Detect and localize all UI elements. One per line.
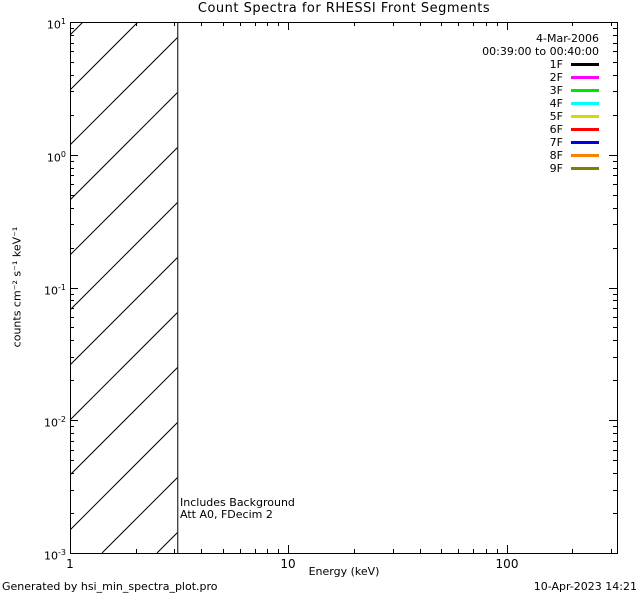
legend-color-line xyxy=(571,63,599,66)
legend-item-7f: 7F xyxy=(482,136,599,149)
legend-label: 9F xyxy=(549,162,563,175)
legend-label: 5F xyxy=(549,110,563,123)
legend-color-line xyxy=(571,167,599,170)
legend-color-line xyxy=(571,128,599,131)
legend-item-9f: 9F xyxy=(482,162,599,175)
y-tick-label: 10-3 xyxy=(44,548,66,563)
legend-label: 3F xyxy=(549,84,563,97)
legend-color-line xyxy=(571,76,599,79)
legend-item-5f: 5F xyxy=(482,110,599,123)
legend-item-2f: 2F xyxy=(482,71,599,84)
x-tick-label: 1 xyxy=(66,557,74,571)
legend-item-1f: 1F xyxy=(482,58,599,71)
plot-annotation: Includes Background Att A0, FDecim 2 xyxy=(180,497,295,521)
legend-label: 4F xyxy=(549,97,563,110)
legend-color-line xyxy=(571,154,599,157)
y-tick-label: 100 xyxy=(46,150,66,165)
legend-item-8f: 8F xyxy=(482,149,599,162)
legend: 4-Mar-2006 00:39:00 to 00:40:00 1F 2F 3F 4F… xyxy=(482,32,599,175)
legend-label: 2F xyxy=(549,71,563,84)
y-tick-label: 10-2 xyxy=(44,415,66,430)
annotation-attenuator: Att A0, FDecim 2 xyxy=(180,508,273,521)
generated-by-text: Generated by hsi_min_spectra_plot.pro xyxy=(2,580,218,593)
legend-label: 7F xyxy=(549,136,563,149)
legend-entries: 1F 2F 3F 4F 5F 6F 7F 8F 9F xyxy=(482,58,599,175)
legend-color-line xyxy=(571,102,599,105)
y-tick-label: 10-1 xyxy=(44,283,66,298)
x-tick-label: 100 xyxy=(495,557,519,571)
legend-label: 6F xyxy=(549,123,563,136)
annotation-background: Includes Background xyxy=(180,496,295,509)
legend-color-line xyxy=(571,115,599,118)
legend-item-4f: 4F xyxy=(482,97,599,110)
axis-ticks xyxy=(70,22,617,553)
legend-label: 1F xyxy=(549,58,563,71)
hatch-lines xyxy=(70,22,178,553)
legend-item-3f: 3F xyxy=(482,84,599,97)
x-axis-label: Energy (keV) xyxy=(308,565,380,578)
chart-title: Count Spectra for RHESSI Front Segments xyxy=(197,1,491,16)
legend-date: 4-Mar-2006 xyxy=(536,32,599,45)
render-timestamp: 10-Apr-2023 14:21 xyxy=(533,580,637,593)
legend-item-6f: 6F xyxy=(482,123,599,136)
legend-color-line xyxy=(571,141,599,144)
legend-label: 8F xyxy=(549,149,563,162)
legend-time-range: 00:39:00 to 00:40:00 xyxy=(482,45,599,58)
y-tick-label: 101 xyxy=(46,17,66,32)
legend-color-line xyxy=(571,89,599,92)
x-tick-label: 10 xyxy=(280,557,296,571)
